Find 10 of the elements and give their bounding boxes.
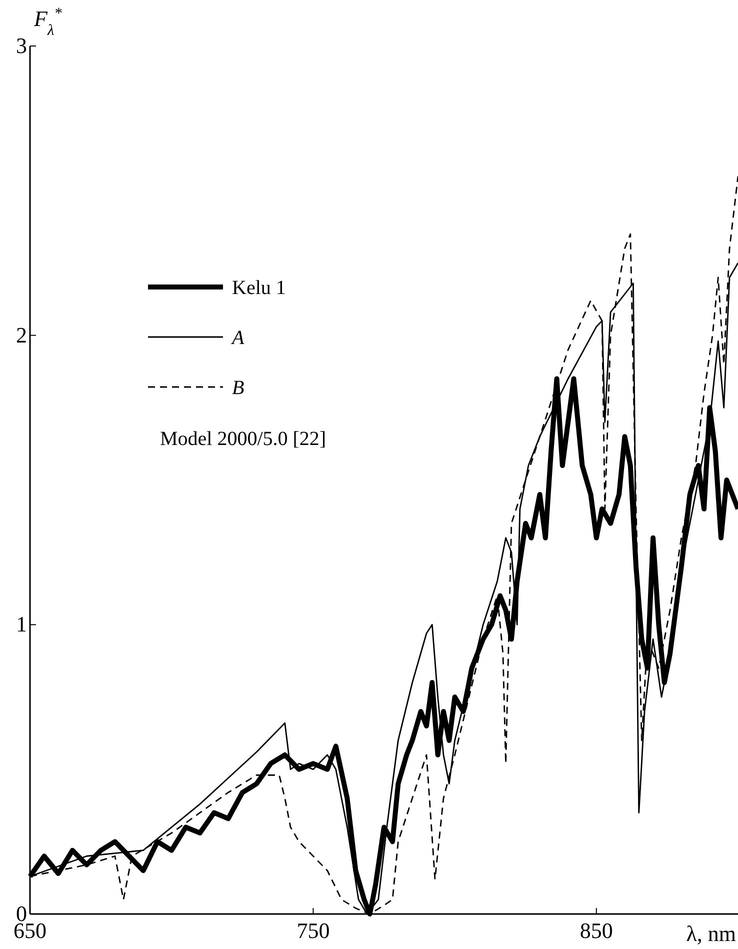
- annotation: Model 2000/5.0 [22]: [160, 428, 326, 450]
- legend-label: A: [230, 327, 245, 349]
- legend-label: B: [232, 377, 244, 399]
- y-tick-label: 1: [16, 612, 27, 637]
- legend-label: Kelu 1: [232, 277, 286, 299]
- x-tick-label: 850: [580, 918, 613, 943]
- y-tick-label: 2: [16, 322, 27, 348]
- x-tick-label: 750: [296, 918, 330, 943]
- x-axis-title: λ, nm: [686, 921, 736, 946]
- y-tick-label: 3: [16, 33, 27, 58]
